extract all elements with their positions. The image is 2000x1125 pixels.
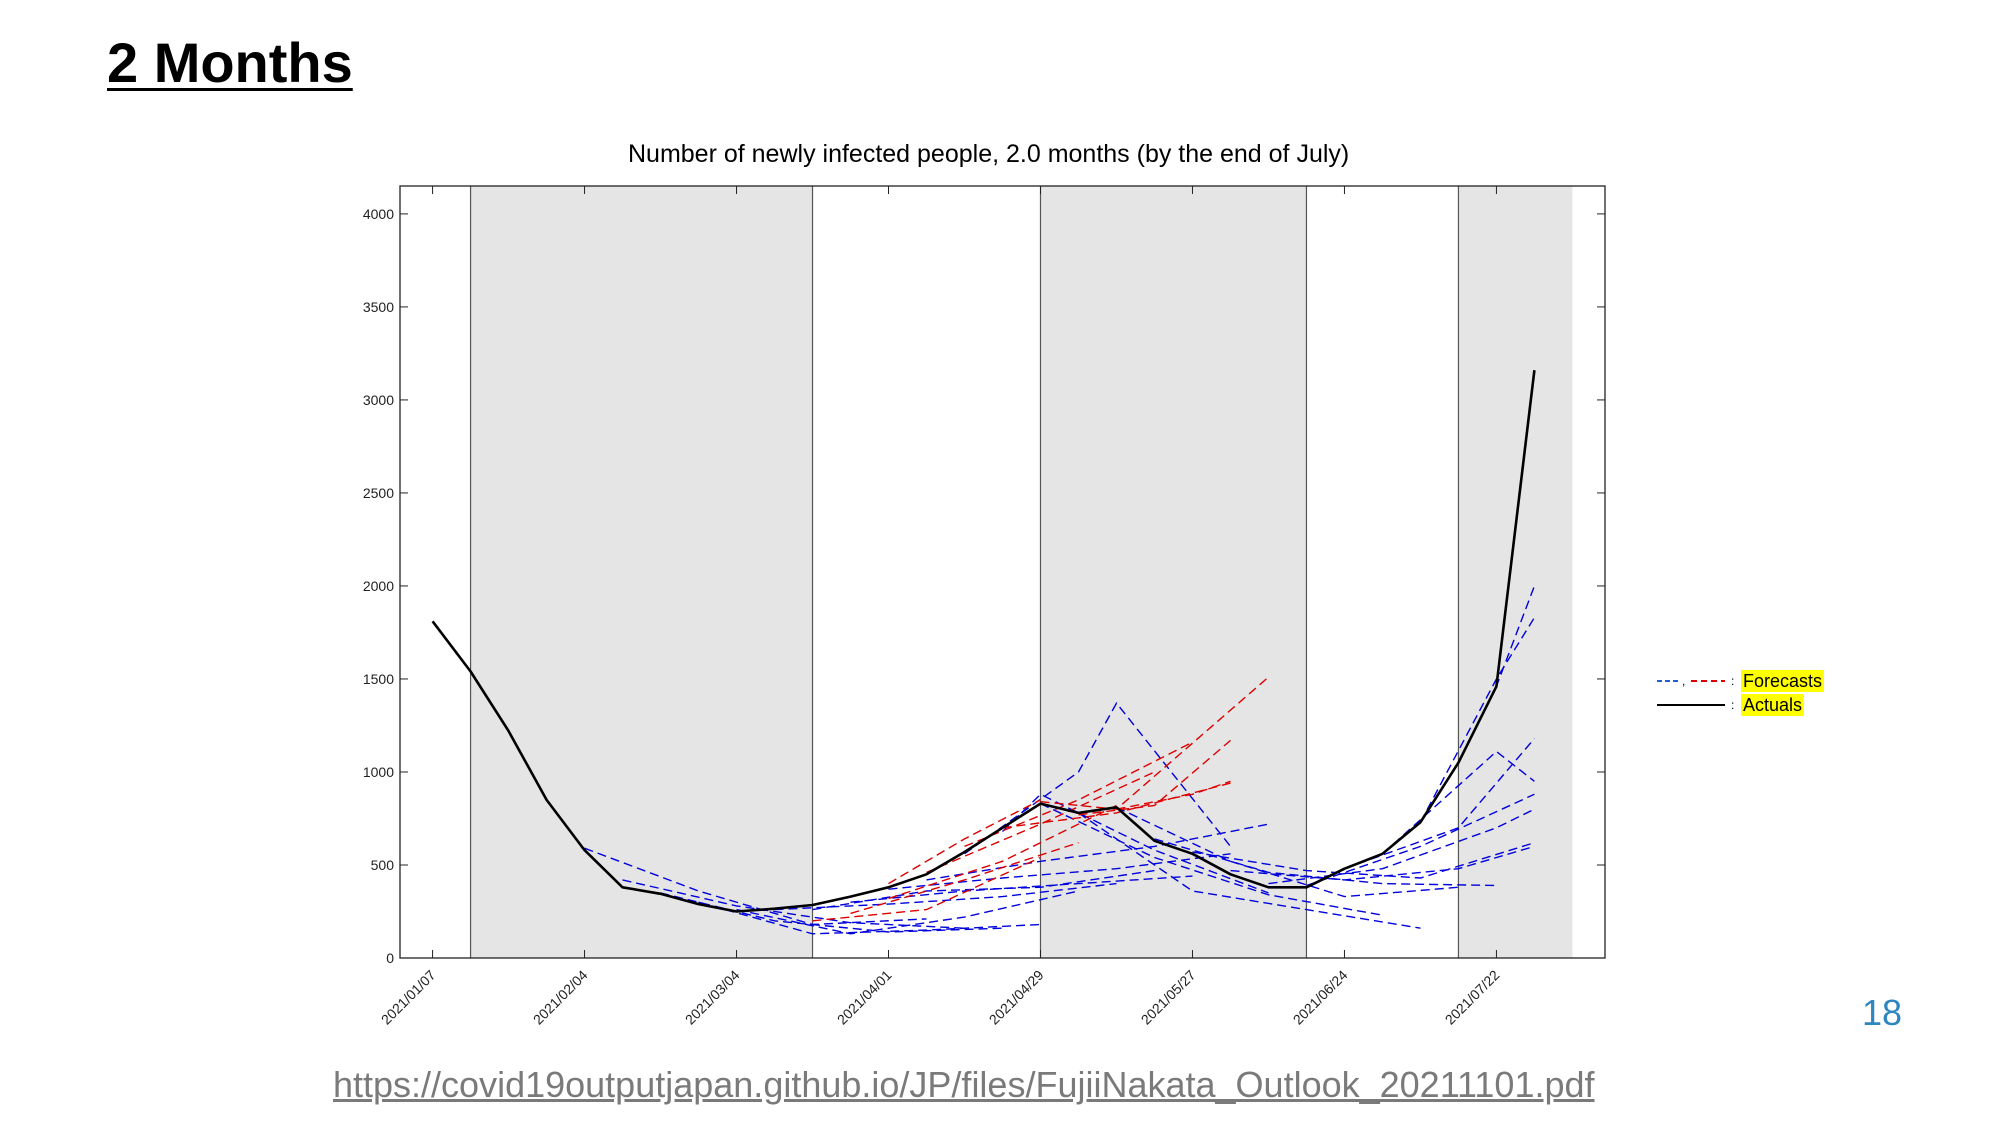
y-tick-label-1: 500 xyxy=(371,857,395,873)
shaded-period-2 xyxy=(1458,186,1573,958)
slide-title: 2 Months xyxy=(107,31,353,94)
y-tick-label-0: 0 xyxy=(386,950,394,966)
forecast-line-blue-14 xyxy=(1116,806,1459,898)
forecast-line-blue-11 xyxy=(1002,793,1269,894)
forecast-line-blue-0 xyxy=(584,847,927,926)
legend-forecasts: , : Forecasts xyxy=(1655,670,1825,694)
forecast-line-red-26 xyxy=(888,804,1117,900)
legend-forecasts-label: Forecasts xyxy=(1741,670,1825,692)
forecast-line-blue-1 xyxy=(622,879,965,929)
forecast-line-red-32 xyxy=(1078,739,1231,816)
forecast-line-red-30 xyxy=(1002,782,1231,829)
x-tick-label-1: 2021/02/04 xyxy=(530,967,591,1028)
x-tick-label-4: 2021/04/29 xyxy=(986,967,1047,1028)
y-tick-label-5: 2500 xyxy=(363,485,394,501)
forecast-line-blue-10 xyxy=(964,701,1232,855)
y-tick-label-3: 1500 xyxy=(363,671,394,687)
svg-text::: : xyxy=(1731,674,1734,688)
plot-frame xyxy=(399,185,1606,959)
shaded-period-1 xyxy=(1040,186,1307,958)
source-link[interactable]: https://covid19outputjapan.github.io/JP/… xyxy=(333,1064,1595,1105)
x-tick-label-6: 2021/06/24 xyxy=(1290,967,1351,1028)
forecast-line-blue-19 xyxy=(1306,793,1535,887)
legend-actuals: : Actuals xyxy=(1655,694,1805,718)
forecast-line-blue-9 xyxy=(926,823,1269,881)
forecast-line-blue-16 xyxy=(1192,842,1535,879)
x-tick-label-7: 2021/07/22 xyxy=(1442,967,1503,1028)
forecast-line-blue-4 xyxy=(736,890,1079,935)
x-tick-label-5: 2021/05/27 xyxy=(1138,967,1199,1028)
x-tick-label-2: 2021/03/04 xyxy=(682,967,743,1028)
chart-title: Number of newly infected people, 2.0 mon… xyxy=(628,140,1350,168)
chart-legend: , : Forecasts : Actuals xyxy=(1655,670,1825,718)
svg-text:,: , xyxy=(1682,674,1685,688)
forecast-line-blue-17 xyxy=(1230,845,1535,881)
x-tick-label-3: 2021/04/01 xyxy=(834,967,895,1028)
forecast-line-blue-12 xyxy=(1040,802,1383,916)
y-tick-label-4: 2000 xyxy=(363,578,394,594)
actual-line xyxy=(431,370,1536,913)
forecast-line-red-33 xyxy=(1116,780,1231,810)
forecast-line-red-29 xyxy=(888,799,1041,885)
y-tick-label-2: 1000 xyxy=(363,764,394,780)
forecast-line-blue-21 xyxy=(1382,750,1535,855)
y-tick-label-8: 4000 xyxy=(363,206,394,222)
svg-text::: : xyxy=(1731,698,1734,712)
shaded-period-0 xyxy=(470,186,813,958)
forecast-line-blue-20 xyxy=(1344,738,1535,870)
forecast-line-blue-3 xyxy=(698,901,1041,935)
forecast-line-blue-8 xyxy=(888,853,1231,890)
legend-actuals-swatch: : xyxy=(1657,698,1734,712)
y-tick-label-6: 3000 xyxy=(363,392,394,408)
forecast-line-blue-18 xyxy=(1268,808,1535,885)
forecast-line-red-25 xyxy=(850,842,1079,915)
forecast-line-blue-13 xyxy=(1078,812,1421,929)
legend-forecasts-swatch: , : xyxy=(1657,674,1734,688)
y-tick-label-7: 3500 xyxy=(363,299,394,315)
forecast-line-red-24 xyxy=(812,856,1041,922)
legend-actuals-label: Actuals xyxy=(1741,694,1805,716)
x-tick-label-0: 2021/01/07 xyxy=(378,967,439,1028)
page-number: 18 xyxy=(1862,992,1903,1033)
